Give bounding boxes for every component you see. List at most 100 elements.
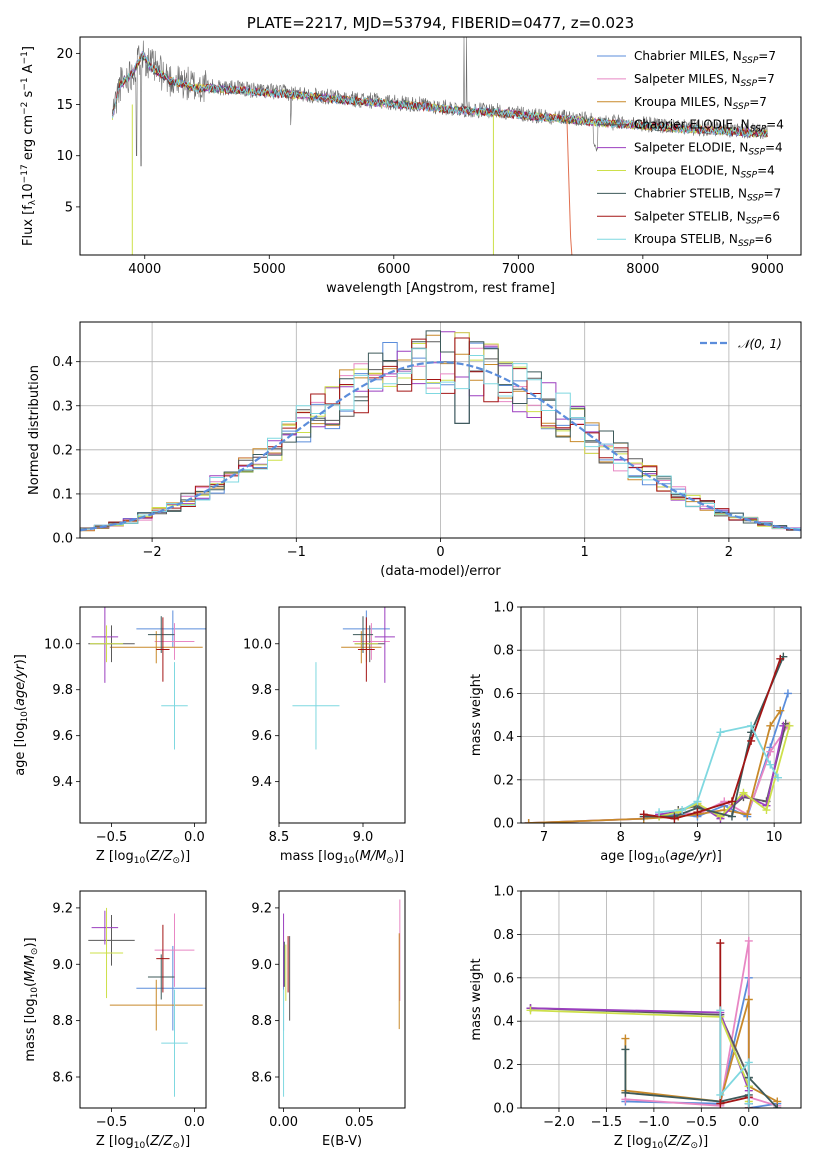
weight-marker: [693, 797, 702, 806]
x-tick-label: 2: [725, 545, 733, 560]
weight-marker: [744, 936, 753, 945]
legend-label: Kroupa STELIB, NSSP=6: [634, 232, 772, 249]
axes-frame: [278, 890, 406, 1109]
legend-name: Kroupa STELIB, N: [634, 232, 738, 246]
axes-frame: [79, 36, 802, 256]
weight-marker: [785, 721, 794, 730]
legend-label: Salpeter STELIB, NSSP=6: [634, 209, 780, 226]
axes-frame: [278, 606, 406, 824]
weight-marker: [762, 806, 771, 815]
weight-marker: [747, 736, 756, 745]
y-tick-label: 8.6: [251, 1071, 272, 1086]
y-tick-label: 0.8: [493, 644, 514, 659]
model-spectrum-line: [112, 53, 768, 138]
plot-area: [524, 652, 794, 823]
panel-age_vs_Z: −0.5 0.0 9.4 9.6 9.8 10.0 Z [log10(Z/Z⊙)] age […: [13, 606, 207, 866]
x-tick-label: 0: [436, 545, 444, 560]
weight-marker: [716, 1006, 725, 1015]
y-tick-label: 8.8: [251, 1014, 272, 1029]
y-tick-label: 20: [56, 47, 73, 62]
y-tick-label: 0.4: [493, 1015, 514, 1030]
weight-series-line: [530, 1009, 750, 1102]
weight-marker: [655, 808, 664, 817]
x-tick-label: 0.0: [184, 1115, 205, 1130]
x-tick-label: 8.5: [269, 830, 290, 845]
y-tick-label: 9.8: [52, 683, 73, 698]
y-tick-label: 0.0: [493, 1102, 514, 1117]
weight-series-line: [530, 1007, 750, 1104]
legend-label: Salpeter MILES, NSSP=7: [634, 72, 775, 89]
y-tick-label: 5: [65, 200, 73, 215]
panel-spectrum: 4000 5000 6000 7000 8000 9000 5 10 15 20 PLATE=221…: [20, 14, 802, 296]
weight-marker: [716, 728, 725, 737]
weight-marker: [744, 995, 753, 1004]
y-axis-label: Flux [fλ10−17 erg cm−2 s−1 A−1]: [20, 46, 38, 246]
axes-frame: [520, 890, 802, 1109]
y-tick-label: 9.6: [52, 729, 73, 744]
y-tick-label: 9.6: [251, 729, 272, 744]
model-dip: [566, 117, 573, 255]
x-tick-label: −1: [287, 545, 306, 560]
y-tick-label: 0.3: [52, 399, 73, 414]
plot-area: [88, 607, 206, 750]
plot-area: [88, 907, 206, 1097]
weight-marker: [766, 747, 775, 756]
weight-marker: [524, 819, 533, 823]
y-tick-label: 0.0: [52, 532, 73, 547]
y-tick-label: 9.4: [251, 775, 272, 790]
legend-label: Kroupa MILES, NSSP=7: [634, 95, 767, 112]
legend-name: Salpeter MILES, N: [634, 72, 741, 86]
y-tick-label: 9.0: [251, 958, 272, 973]
y-axis-label: age [log10(age/yr)]: [13, 654, 30, 776]
weight-marker: [716, 1099, 725, 1108]
y-tick-label: 0.6: [493, 971, 514, 986]
y-tick-label: 10: [56, 149, 73, 164]
y-tick-label: 15: [56, 98, 73, 113]
weight-series-line: [719, 1010, 750, 1104]
x-tick-label: −0.5: [96, 830, 128, 845]
histogram-series: [80, 348, 801, 530]
weight-marker: [783, 689, 792, 698]
y-tick-label: 0.1: [52, 487, 73, 502]
panel-mass_vs_Z: −0.5 0.0 8.6 8.8 9.0 9.2 Z [log10(Z/Z⊙)] mass […: [23, 890, 207, 1151]
y-tick-label: 0.4: [493, 730, 514, 745]
weight-series-line: [624, 1049, 778, 1108]
x-axis-label: mass [log10(M/M⊙)]: [280, 849, 404, 866]
weight-marker: [621, 1034, 630, 1043]
y-axis-label: mass weight: [469, 958, 484, 1040]
x-tick-label: −0.5: [96, 1115, 128, 1130]
axes-frame: [79, 606, 207, 824]
y-tick-label: 10.0: [44, 637, 73, 652]
x-tick-label: 6000: [377, 262, 410, 277]
x-axis-label: E(B-V): [322, 1134, 362, 1149]
panel-age_vs_mass: 8.5 9.0 9.4 9.6 9.8 10.0 mass [log10(M/M⊙)]: [243, 606, 406, 866]
weight-marker: [776, 706, 785, 715]
y-tick-label: 0.4: [52, 355, 73, 370]
legend-name: Chabrier ELODIE, N: [634, 118, 750, 132]
weight-series-line: [659, 724, 779, 814]
legend-label: Salpeter ELODIE, NSSP=4: [634, 141, 783, 158]
legend-name: Kroupa ELODIE, N: [634, 164, 741, 178]
axes-frame: [79, 321, 802, 539]
y-axis-label: Normed distribution: [27, 365, 42, 495]
y-tick-label: 0.2: [493, 1058, 514, 1073]
weight-marker: [716, 1090, 725, 1099]
x-axis-label: Z [log10(Z/Z⊙)]: [614, 1134, 708, 1151]
weight-marker: [744, 1099, 753, 1108]
gaussian-curve: [80, 361, 801, 532]
weight-marker: [727, 797, 736, 806]
y-tick-label: 9.8: [251, 683, 272, 698]
legend-label: Chabrier MILES, NSSP=7: [634, 49, 776, 66]
y-tick-label: 0.2: [493, 773, 514, 788]
legend-label: Chabrier ELODIE, NSSP=4: [634, 118, 784, 135]
x-tick-label: 7000: [502, 262, 535, 277]
panel-mass_weight_vs_age: 7 8 9 10 0.0 0.2 0.4 0.6 0.8 1.0 age [log10(age/yr…: [469, 601, 802, 866]
x-axis-label: (data-model)/error: [380, 564, 501, 579]
y-tick-label: 0.0: [493, 817, 514, 832]
x-tick-label: 0.0: [738, 1115, 759, 1130]
y-axis-label: mass [log10(M/M⊙)]: [23, 937, 40, 1061]
y-tick-label: 8.8: [52, 1014, 73, 1029]
x-tick-label: 0.00: [269, 1115, 298, 1130]
